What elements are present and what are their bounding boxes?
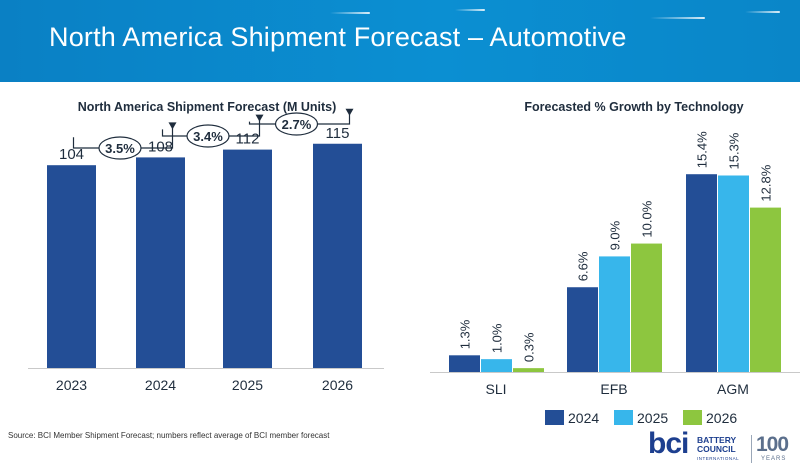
bar-growth-agm-2025 bbox=[718, 175, 749, 372]
growth-pill-2025 bbox=[186, 124, 230, 148]
value-label-shipment-2024: 108 bbox=[148, 138, 173, 155]
bar-growth-efb-2025 bbox=[599, 256, 630, 372]
value-label-shipment-2023: 104 bbox=[59, 146, 84, 163]
bar-growth-efb-2026 bbox=[631, 243, 662, 372]
bci-logo: bci BATTERY COUNCIL INTERNATIONAL 100 YE… bbox=[648, 427, 798, 467]
growth-label-2024: 3.5% bbox=[105, 141, 135, 156]
bar-shipment-2023 bbox=[47, 165, 96, 368]
anniversary-number: 100 bbox=[756, 433, 789, 456]
value-label-growth-sli-2026: 0.3% bbox=[522, 332, 537, 362]
banner-glint bbox=[455, 9, 485, 11]
value-label-growth-efb-2026: 10.0% bbox=[640, 200, 655, 237]
x-tick-shipment-2023: 2023 bbox=[56, 377, 87, 393]
x-tick-shipment-2026: 2026 bbox=[322, 377, 353, 393]
x-tick-growth-sli: SLI bbox=[485, 381, 506, 397]
logo-divider bbox=[751, 435, 752, 463]
x-tick-growth-agm: AGM bbox=[717, 381, 749, 397]
growth-chart-title: Forecasted % Growth by Technology bbox=[524, 100, 744, 114]
bar-growth-sli-2026 bbox=[513, 368, 544, 372]
banner-glint bbox=[745, 11, 780, 13]
legend-label-2026: 2026 bbox=[706, 410, 737, 426]
growth-arrowhead-2025 bbox=[255, 114, 264, 122]
value-label-shipment-2026: 115 bbox=[326, 125, 350, 142]
x-tick-shipment-2025: 2025 bbox=[232, 377, 263, 393]
legend-swatch-2026 bbox=[683, 410, 702, 425]
value-label-shipment-2025: 112 bbox=[236, 131, 260, 148]
page-title: North America Shipment Forecast – Automo… bbox=[49, 22, 627, 52]
legend-swatch-2025 bbox=[614, 410, 633, 425]
growth-arrowhead-2026 bbox=[345, 108, 354, 116]
logo-line-international: INTERNATIONAL bbox=[697, 456, 740, 461]
growth-label-2025: 3.4% bbox=[193, 129, 223, 144]
x-tick-growth-efb: EFB bbox=[600, 381, 627, 397]
legend-label-2025: 2025 bbox=[637, 410, 668, 426]
anniversary-unit: YEARS bbox=[761, 456, 787, 462]
logo-line-battery: BATTERY bbox=[697, 435, 737, 445]
bar-growth-sli-2024 bbox=[449, 355, 480, 372]
bar-growth-agm-2026 bbox=[750, 207, 781, 372]
value-label-growth-agm-2026: 12.8% bbox=[759, 164, 774, 201]
banner-glint bbox=[330, 12, 370, 14]
value-label-growth-efb-2025: 9.0% bbox=[608, 220, 623, 250]
value-label-growth-agm-2025: 15.3% bbox=[727, 132, 742, 169]
logo-line-council: COUNCIL bbox=[697, 444, 736, 454]
bar-growth-sli-2025 bbox=[481, 359, 512, 372]
bar-shipment-2024 bbox=[136, 157, 185, 368]
bci-logo-wordmark: BATTERY COUNCIL INTERNATIONAL bbox=[697, 436, 739, 463]
growth-pill-2026 bbox=[274, 112, 319, 136]
banner-glint bbox=[650, 17, 705, 19]
bar-shipment-2025 bbox=[223, 149, 272, 368]
growth-pill-2024 bbox=[98, 136, 142, 160]
source-note: Source: BCI Member Shipment Forecast; nu… bbox=[8, 431, 330, 440]
growth-arrowhead-2024 bbox=[168, 122, 177, 130]
value-label-growth-sli-2024: 1.3% bbox=[458, 319, 473, 349]
bar-shipment-2026 bbox=[313, 143, 362, 368]
x-tick-shipment-2024: 2024 bbox=[145, 377, 176, 393]
bci-logo-mark: bci bbox=[648, 427, 689, 460]
bar-growth-efb-2024 bbox=[567, 287, 598, 372]
header-banner: North America Shipment Forecast – Automo… bbox=[0, 0, 800, 82]
legend-label-2024: 2024 bbox=[568, 410, 599, 426]
growth-label-2026: 2.7% bbox=[282, 117, 312, 132]
bar-growth-agm-2024 bbox=[686, 174, 717, 372]
legend-swatch-2024 bbox=[545, 410, 564, 425]
value-label-growth-agm-2024: 15.4% bbox=[695, 131, 710, 168]
shipment-chart-title: North America Shipment Forecast (M Units… bbox=[77, 100, 337, 114]
value-label-growth-sli-2025: 1.0% bbox=[490, 323, 505, 353]
value-label-growth-efb-2024: 6.6% bbox=[576, 251, 591, 281]
